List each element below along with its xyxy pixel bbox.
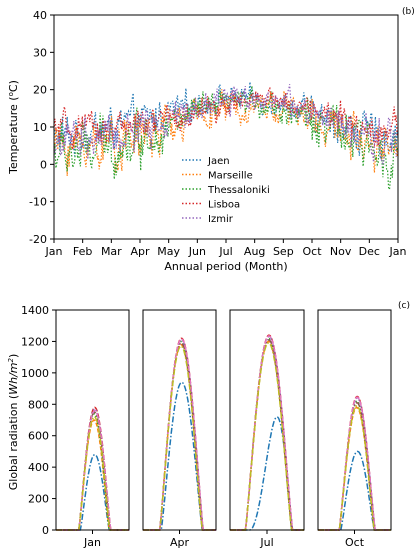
y-tick-label: 0: [42, 524, 49, 537]
radiation-month-panels: Jan Apr Jul Oct: [55, 309, 392, 549]
y-tick-label: 30: [33, 46, 47, 59]
x-tick-label: Apr: [170, 536, 190, 549]
temperature-line-lisboa: [53, 86, 399, 150]
temperature-line-marseille: [53, 89, 399, 176]
temperature-y-label-unit: C): [7, 80, 20, 92]
legend-label: Thessaloniki: [207, 185, 270, 196]
temperature-y-axis: -20 -10 0 10 20 30 40: [29, 9, 54, 246]
temperature-line-thessaloniki: [53, 85, 399, 192]
x-tick-label: Oct: [345, 536, 365, 549]
y-tick-label: 1400: [21, 304, 49, 317]
y-tick-label: 400: [28, 461, 49, 474]
x-tick-label: Oct: [302, 245, 322, 258]
panel-label-b: (b): [402, 7, 415, 17]
x-tick-label: Jun: [188, 245, 206, 258]
y-tick-label: -10: [29, 196, 47, 209]
y-tick-label: 10: [33, 121, 47, 134]
radiation-line-series-6: [230, 335, 304, 531]
radiation-y-label-unit: Wh/m: [7, 362, 20, 394]
x-tick-label: Dec: [359, 245, 380, 258]
x-tick-label: Jan: [389, 245, 407, 258]
x-tick-label: Mar: [101, 245, 122, 258]
temperature-series-lines: [53, 81, 399, 192]
radiation-y-label-close: ): [7, 354, 20, 358]
x-tick-label: Jan: [83, 536, 101, 549]
x-tick-label: Nov: [330, 245, 352, 258]
radiation-panel-jan: Jan: [55, 309, 130, 549]
y-tick-label: 20: [33, 84, 47, 97]
y-tick-label: 600: [28, 430, 49, 443]
radiation-y-axis: 0 200 400 600 800 1000 1200 1400: [21, 304, 56, 537]
temperature-y-label-degree: o: [7, 92, 15, 96]
radiation-panel-apr: Apr: [142, 309, 217, 549]
legend-label: Jaen: [207, 156, 230, 167]
y-tick-label: 0: [40, 158, 47, 171]
y-tick-label: 800: [28, 398, 49, 411]
radiation-y-label-sup: 2: [7, 357, 15, 362]
panel-label-c: (c): [398, 301, 410, 311]
y-tick-label: 1200: [21, 335, 49, 348]
radiation-panel-jul: Jul: [229, 309, 305, 549]
x-tick-label: Feb: [73, 245, 92, 258]
temperature-line-jaen: [53, 81, 399, 160]
y-tick-label: 1000: [21, 367, 49, 380]
radiation-y-label-main: Global radiation (: [7, 395, 20, 491]
y-tick-label: 40: [33, 9, 47, 22]
radiation-chart: Jan Apr Jul Oct 0 200 400 600 800 1000 1200 1400 (…: [7, 301, 410, 549]
temperature-y-axis-label: Temperature (oC): [7, 80, 20, 175]
temperature-chart: -20 -10 0 10 20 30 40 Jan Feb Mar Apr May Jun Jul Aug…: [7, 7, 415, 273]
temperature-x-axis: Jan Feb Mar Apr May Jun Jul Aug Sep Oct Nov Dec Jan: [45, 239, 407, 258]
temperature-y-label-main: Temperature (: [7, 96, 20, 174]
legend-label: Marseille: [208, 171, 253, 182]
x-tick-label: Jul: [218, 245, 232, 258]
x-tick-label: Aug: [244, 245, 265, 258]
x-tick-label: Apr: [130, 245, 150, 258]
legend-label: Izmir: [208, 214, 234, 225]
x-tick-label: Jul: [259, 536, 273, 549]
y-tick-label: -20: [29, 233, 47, 246]
x-tick-label: May: [157, 245, 180, 258]
y-tick-label: 200: [28, 493, 49, 506]
radiation-y-axis-label: Global radiation (Wh/m2): [7, 354, 20, 491]
temperature-x-axis-label: Annual period (Month): [164, 260, 287, 273]
x-tick-label: Jan: [45, 245, 63, 258]
legend-label: Lisboa: [208, 200, 240, 211]
x-tick-label: Sep: [273, 245, 294, 258]
radiation-panel-oct: Oct: [317, 309, 392, 549]
temperature-legend: Jaen Marseille Thessaloniki Lisboa Izmir: [182, 156, 270, 225]
